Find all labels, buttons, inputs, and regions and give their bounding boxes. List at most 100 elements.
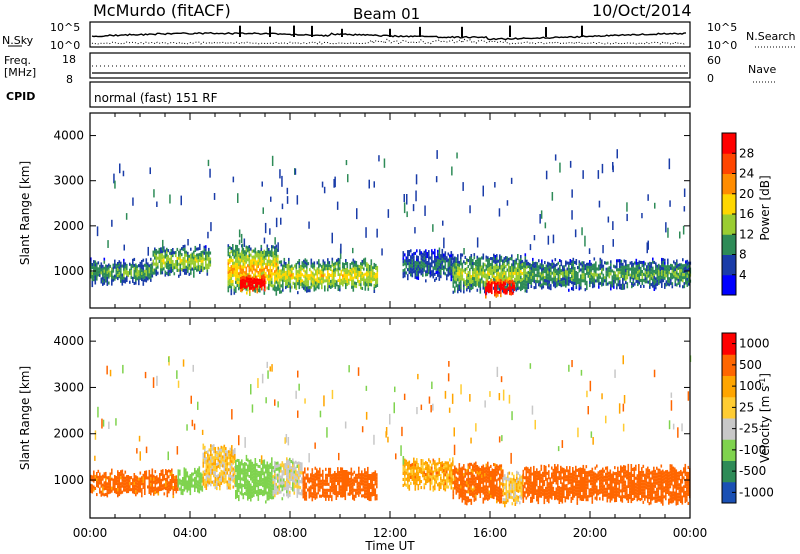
velocity-cell [183,488,186,492]
velocity-cell [337,491,339,495]
dB-cell [553,268,555,272]
dB-cell [181,253,183,257]
dB-cell [443,259,445,263]
dB-sparse-point [462,182,464,191]
dB-cell [472,268,474,272]
dB-cell [629,279,632,283]
dB-cell [614,274,617,278]
dB-cell [297,273,299,277]
dB-cell [530,269,533,273]
velocity-cell [194,488,196,492]
velocity-cell [213,456,215,460]
velocity-cell [278,472,281,476]
dB-cell [354,275,356,279]
dB-cell [632,283,635,287]
dB-cell [319,278,322,282]
dB-cell [200,266,203,270]
dB-cell [494,279,497,283]
dB-cell [367,287,370,291]
dB-cell [553,271,555,275]
dB-cell [265,262,267,266]
velocity-cell [292,461,294,465]
dB-cell [238,248,240,252]
dB-cell [607,282,609,286]
dB-cell [542,279,545,283]
dB-cell [358,283,361,287]
velocity-cell [214,459,217,463]
dB-cell [515,285,518,289]
dB-cell [105,279,107,283]
dB-cell [479,266,482,270]
velocity-cell [269,471,272,475]
dB-cell [229,255,231,259]
dB-cell [265,265,267,269]
dB-cell [191,255,194,259]
dB-cell [478,263,480,267]
velocity-cell [247,458,249,462]
dB-cell [124,262,127,266]
dB-cell [90,275,92,279]
dB-cell [256,281,259,285]
velocity-band-5 [302,466,378,502]
dB-cell [661,281,663,285]
dB-cell [115,266,118,270]
dB-cell [263,255,266,259]
velocity-cell [216,463,218,467]
dB-cell [497,281,499,285]
dB-cell [297,270,299,274]
dB-cell [244,253,246,257]
dB-cell [364,278,367,282]
dB-cell [268,278,270,282]
velocity-cell [231,463,233,467]
dB-cell [637,280,639,284]
dB-cell [622,271,624,275]
dB-cell [487,271,489,275]
dB-cell [182,269,185,273]
velocity-cell [284,484,287,488]
dB-cell [236,269,239,273]
dB-cell [559,277,561,281]
dB-cell [676,274,678,278]
velocity-cell [236,482,239,486]
dB-cell [248,254,251,258]
velocity-cell [247,485,249,489]
dB-cell [542,273,545,277]
dB-cell [566,270,569,274]
velocity-cell [287,462,290,466]
dB-cell [295,268,298,272]
dB-sparse-point [333,179,335,188]
dB-cell [637,268,639,272]
dB-cell [277,278,279,282]
velocity-cell [301,489,303,493]
dB-cell [643,272,645,276]
dB-cell [167,255,170,259]
velocity-cell [171,486,173,490]
dB-cell [155,267,158,271]
dB-cell [461,253,464,257]
dB-cell [90,266,92,270]
velocity-cell [129,482,131,486]
dB-cell [346,271,349,275]
velocity-cell [183,476,186,480]
velocity-cell [253,469,255,473]
velocity-cell [132,481,134,485]
dB-cell [155,258,158,262]
dB-sparse-point [261,181,263,187]
velocity-cell [350,479,353,483]
dB-sparse-point [463,248,465,255]
dB-cell [467,280,470,284]
velocity-cell [191,484,193,488]
dB-cell [599,263,602,267]
dB-cell [250,277,253,281]
velocity-cell [302,480,305,484]
dB-cell [259,262,261,266]
dB-cell [508,275,510,279]
velocity-cell [262,484,264,488]
dB-cell [260,253,263,257]
dB-cell [420,269,423,273]
velocity-cell [139,471,142,475]
dB-cell [121,276,124,280]
velocity-cell [356,479,359,483]
velocity-cell [205,471,208,475]
dB-cell [202,253,204,257]
